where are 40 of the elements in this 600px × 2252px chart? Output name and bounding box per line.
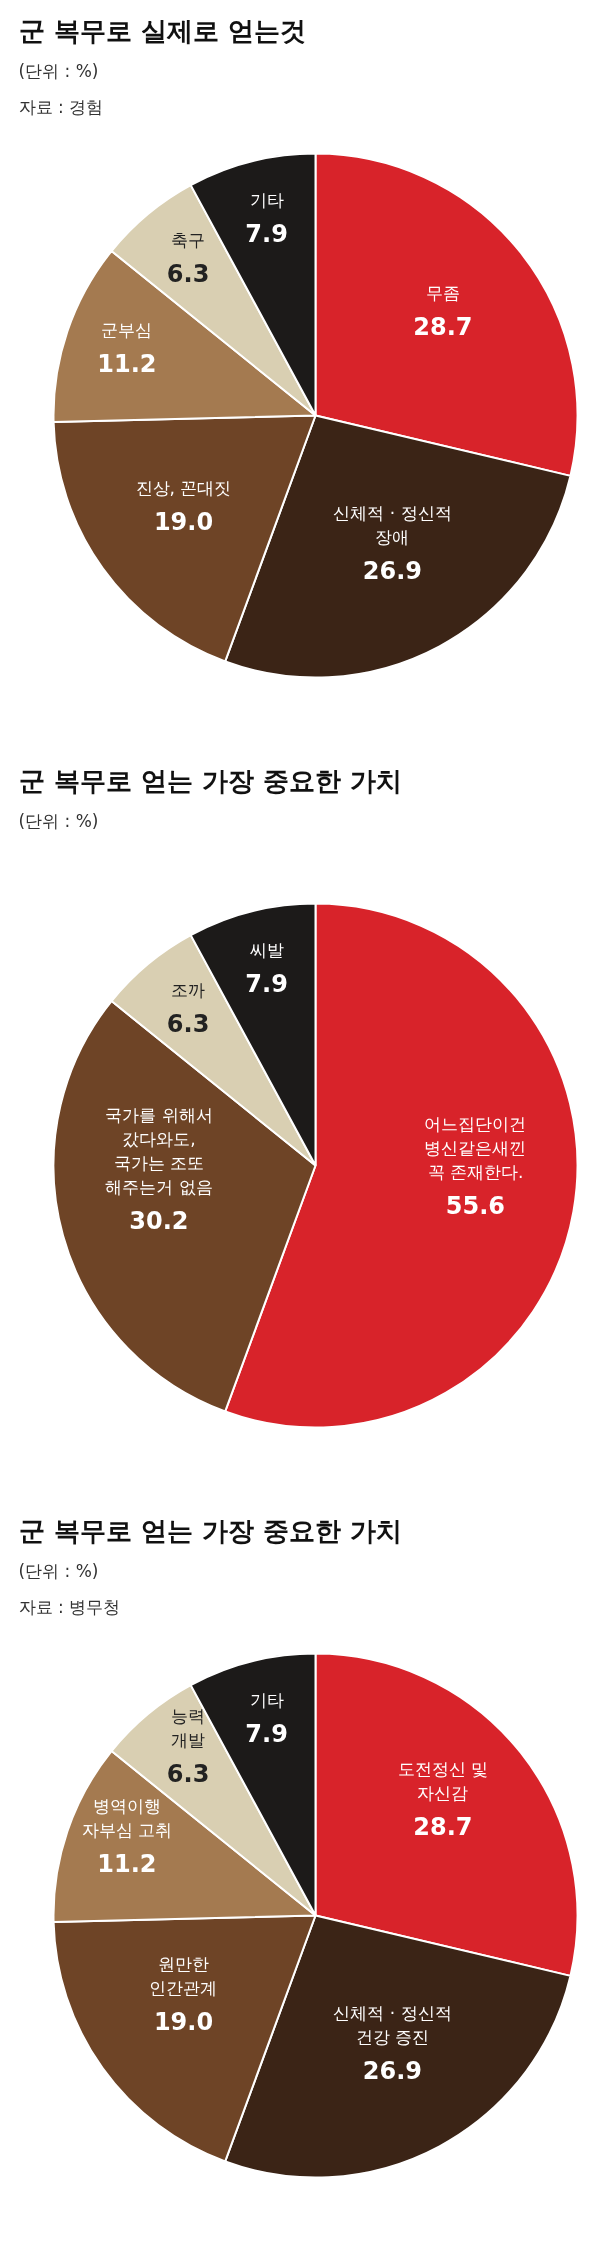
data-label: 7.9 bbox=[245, 220, 288, 249]
data-label: 19.0 bbox=[153, 508, 214, 537]
text: (단위 : %) bbox=[18, 810, 99, 831]
chart-title: 군 복무로 실제로 얻는것 bbox=[18, 15, 306, 46]
slice-label: 도전정신 및 자신감 bbox=[397, 1758, 489, 1803]
data-label: 7.9 bbox=[245, 1720, 288, 1749]
slice-label: 씨발 bbox=[249, 940, 284, 961]
data-label: 30.2 bbox=[129, 1206, 189, 1235]
slice-label: 병역이행 자부심 고취 bbox=[81, 1795, 173, 1840]
data-label: 28.7 bbox=[413, 312, 473, 341]
data-label: 6.3 bbox=[166, 1010, 210, 1039]
slice-label: 능력 개발 bbox=[171, 1706, 206, 1751]
slice-label: 신체적 · 정신적 건강 증진 bbox=[333, 2002, 452, 2047]
data-label: 11.2 bbox=[97, 1849, 157, 1878]
slice-label: 축구 bbox=[171, 230, 206, 251]
data-label: 11.2 bbox=[97, 349, 157, 378]
chart-title: 군 복무로 얻는 가장 중요한 가치 bbox=[18, 765, 402, 796]
chart-title: 군 복무로 얻는 가장 중요한 가치 bbox=[18, 1515, 402, 1546]
slice-label: 군부심 bbox=[101, 319, 153, 340]
slice-label: 기타 bbox=[249, 1690, 284, 1711]
slice-label: 진상, 꼰대짓 bbox=[135, 478, 232, 499]
data-label: 6.3 bbox=[166, 1760, 210, 1789]
slice-label: 신체적 · 정신적 장애 bbox=[333, 502, 452, 547]
data-label: 26.9 bbox=[362, 556, 423, 585]
text: 자료 : 병무청 bbox=[18, 1596, 121, 1617]
slice-label: 어느집단이건 병신같은새낀 꼭 존재한다. bbox=[424, 1113, 527, 1182]
text: (단위 : %) bbox=[18, 1560, 99, 1581]
data-label: 28.7 bbox=[413, 1812, 473, 1841]
slice-label: 국가를 위해서 갔다와도, 국가는 조또 해주는거 없음 bbox=[105, 1104, 213, 1197]
data-label: 7.9 bbox=[245, 970, 288, 999]
slice-label: 원만한 인간관계 bbox=[149, 1954, 218, 1999]
text: (단위 : %) bbox=[18, 60, 99, 81]
data-label: 19.0 bbox=[153, 2008, 214, 2037]
slice-label: 무좀 bbox=[425, 282, 460, 303]
text: 자료 : 경험 bbox=[18, 96, 104, 117]
data-label: 26.9 bbox=[362, 2056, 423, 2085]
slice-label: 조까 bbox=[171, 980, 206, 1001]
slice-label: 기타 bbox=[249, 190, 284, 211]
data-label: 55.6 bbox=[445, 1191, 506, 1220]
data-label: 6.3 bbox=[166, 260, 210, 289]
